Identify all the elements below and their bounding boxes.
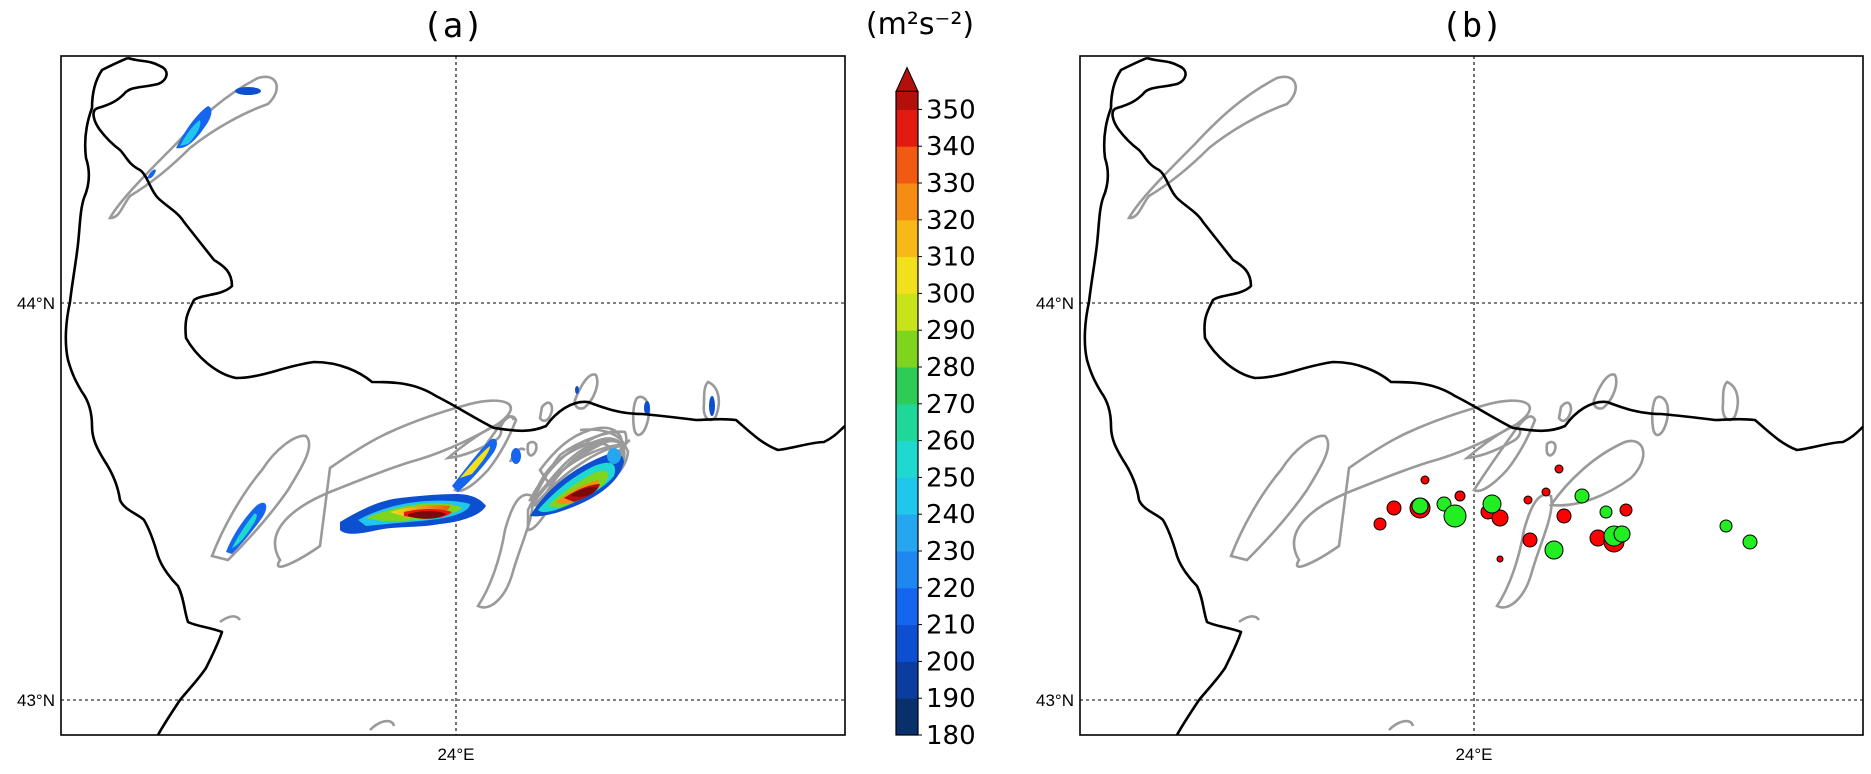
shading-a [147,87,715,554]
panel-b: (b) [1036,6,1864,764]
colorbar-tick-label: 250 [926,463,976,493]
marker-green [1411,497,1429,515]
marker-red [1496,555,1504,563]
colorbar-segment [896,661,918,699]
panel-b-title: (b) [1441,6,1502,46]
marker-green [1719,519,1733,533]
colorbar-tick-label: 190 [926,684,976,714]
marker-red [1454,490,1466,502]
marker-green [1742,534,1758,550]
colorbar-tick-label: 340 [926,132,976,162]
marker-green [1544,540,1564,560]
panel-b-lat-43: 43°N [1036,691,1074,710]
contours-a [107,75,721,731]
border-b [1083,56,1863,735]
colorbar-segment [896,403,918,442]
marker-green [1443,504,1467,528]
marker-green [1482,494,1502,514]
colorbar-tick-label: 300 [926,279,976,309]
colorbar-ticks: 180 190 200 210 220 230 240 250 260 270 280 290 300 3… [918,95,976,751]
colorbar-segment [896,256,918,294]
panel-a: (a) [17,6,846,764]
colorbar-segment [896,477,918,515]
colorbar-tick-label: 180 [926,721,976,751]
panel-b-frame [1079,55,1864,736]
marker-red [1541,487,1551,497]
panel-b-lon-24: 24°E [1455,745,1492,764]
marker-green [1599,505,1613,519]
colorbar-tick-label: 350 [926,95,976,125]
marker-red [1420,475,1430,485]
colorbar-tick-label: 330 [926,169,976,199]
panel-a-lon-24: 24°E [437,745,474,764]
marker-red [1386,500,1402,516]
colorbar-tick-label: 210 [926,611,976,641]
markers-b [1373,464,1758,563]
marker-red [1589,529,1607,547]
colorbar-tick-label: 280 [926,353,976,383]
panel-a-frame [60,55,846,736]
colorbar-segment [896,146,918,184]
marker-green [1574,488,1590,504]
colorbar-tick-label: 220 [926,574,976,604]
colorbar-segment [896,514,918,552]
marker-red [1491,509,1509,527]
colorbar-outline [895,90,919,736]
colorbar-tick-label: 260 [926,427,976,457]
colorbar-segment [896,698,918,736]
colorbar-segment [896,219,918,258]
panel-a-lat-44: 44°N [17,294,55,313]
marker-green [1613,525,1631,543]
colorbar-tick-label: 320 [926,206,976,236]
colorbar-tick-label: 290 [926,316,976,346]
colorbar-tick-label: 270 [926,390,976,420]
colorbar-segment [896,109,918,147]
marker-red [1619,503,1633,517]
colorbar-segment [896,624,918,662]
colorbar-segment [896,440,918,478]
panel-b-lat-44: 44°N [1036,294,1074,313]
marker-red [1373,517,1387,531]
panel-a-title: (a) [422,6,483,46]
panel-a-lat-43: 43°N [17,691,55,710]
marker-red [1556,508,1572,524]
colorbar-segments [895,66,919,736]
colorbar-unit: (m²s⁻²) [866,7,974,42]
colorbar-tick-label: 200 [926,647,976,677]
colorbar-extend-arrow [895,66,919,92]
colorbar-segment [896,183,918,221]
colorbar-tick-label: 230 [926,537,976,567]
colorbar-segment [896,587,918,626]
colorbar-segment [896,367,918,405]
colorbar-segment [896,91,918,110]
colorbar-segment [896,330,918,368]
colorbar-segment [896,551,918,589]
colorbar-tick-label: 240 [926,500,976,530]
marker-red [1554,464,1564,474]
border-a [64,56,845,735]
marker-red [1522,532,1538,548]
marker-red [1523,495,1533,505]
colorbar-tick-label: 310 [926,243,976,273]
colorbar-segment [896,293,918,331]
colorbar: (m²s⁻²) 180 190 200 210 220 230 240 250 260 270 28… [866,7,976,751]
contours-b [1126,75,1740,731]
